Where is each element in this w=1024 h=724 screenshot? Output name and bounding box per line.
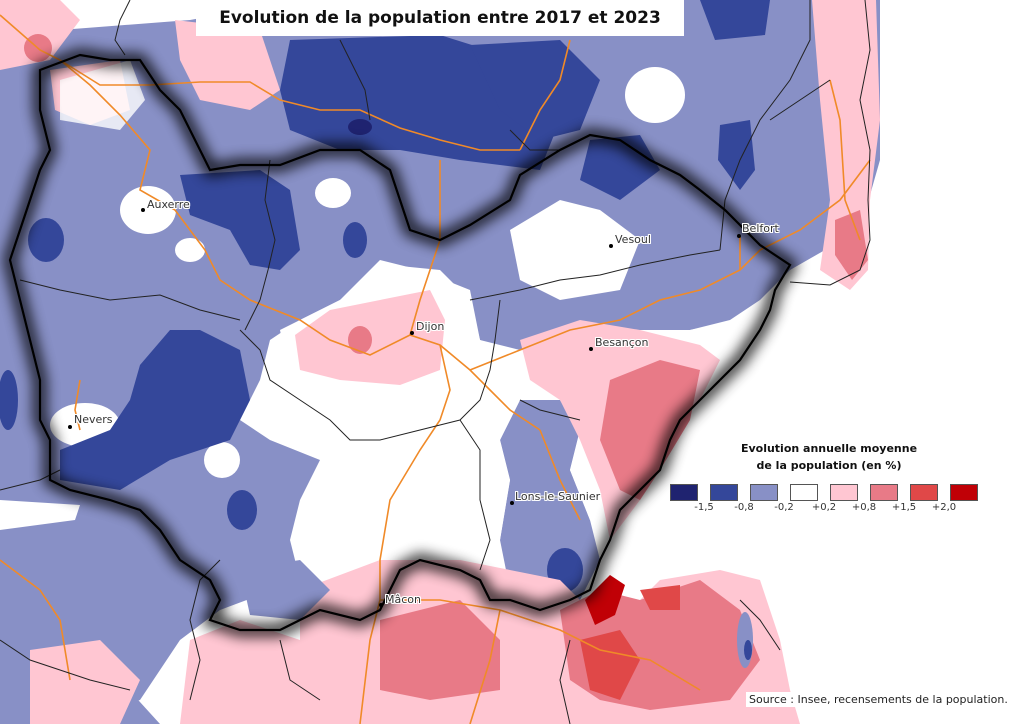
city-marker-icon (737, 234, 741, 238)
region-outline-bourgogne-franche-comte (3, 48, 799, 636)
legend-break-label: +2,0 (931, 502, 957, 513)
city-marker-icon (68, 425, 72, 429)
city-marker-icon (379, 603, 383, 607)
city-label: Auxerre (147, 198, 190, 211)
map-title-text: Evolution de la population entre 2017 et… (219, 8, 661, 28)
legend-break-label: +0,2 (811, 502, 837, 513)
city-label: Nevers (74, 413, 113, 426)
legend-swatch (710, 484, 738, 501)
city-marker-icon (589, 347, 593, 351)
city-label: Mâcon (385, 593, 421, 606)
legend-swatch (790, 484, 818, 501)
legend-title: Evolution annuelle moyenne de la populat… (668, 440, 990, 474)
legend-swatch (910, 484, 938, 501)
legend-break-label: -0,2 (774, 502, 794, 513)
city-label: Lons-le-Saunier (515, 490, 601, 503)
city-label: Vesoul (615, 233, 651, 246)
legend-swatch (670, 484, 698, 501)
department-boundaries (0, 0, 871, 724)
legend-swatch (750, 484, 778, 501)
legend-swatches (670, 484, 990, 501)
legend-breaks: -1,5 -0,8 -0,2 +0,2 +0,8 +1,5 +2,0 (668, 501, 990, 515)
map-title: Evolution de la population entre 2017 et… (196, 0, 684, 36)
legend-swatch (950, 484, 978, 501)
legend-swatch (830, 484, 858, 501)
city-label: Dijon (416, 320, 445, 333)
city-label: Besançon (595, 336, 649, 349)
source-note: Source : Insee, recensements de la popul… (746, 692, 1011, 707)
city-marker-icon (141, 208, 145, 212)
legend-break-label: +0,8 (851, 502, 877, 513)
city-marker-icon (510, 501, 514, 505)
legend-swatch (870, 484, 898, 501)
legend-break-label: -1,5 (694, 502, 714, 513)
road-network (0, 14, 871, 724)
city-marker-icon (609, 244, 613, 248)
legend-title-line2: de la population (en %) (756, 459, 902, 472)
legend: Evolution annuelle moyenne de la populat… (668, 440, 990, 515)
city-marker-icon (410, 331, 414, 335)
city-label: Belfort (742, 222, 779, 235)
legend-break-label: +1,5 (891, 502, 917, 513)
legend-break-label: -0,8 (734, 502, 754, 513)
legend-title-line1: Evolution annuelle moyenne (740, 442, 918, 455)
